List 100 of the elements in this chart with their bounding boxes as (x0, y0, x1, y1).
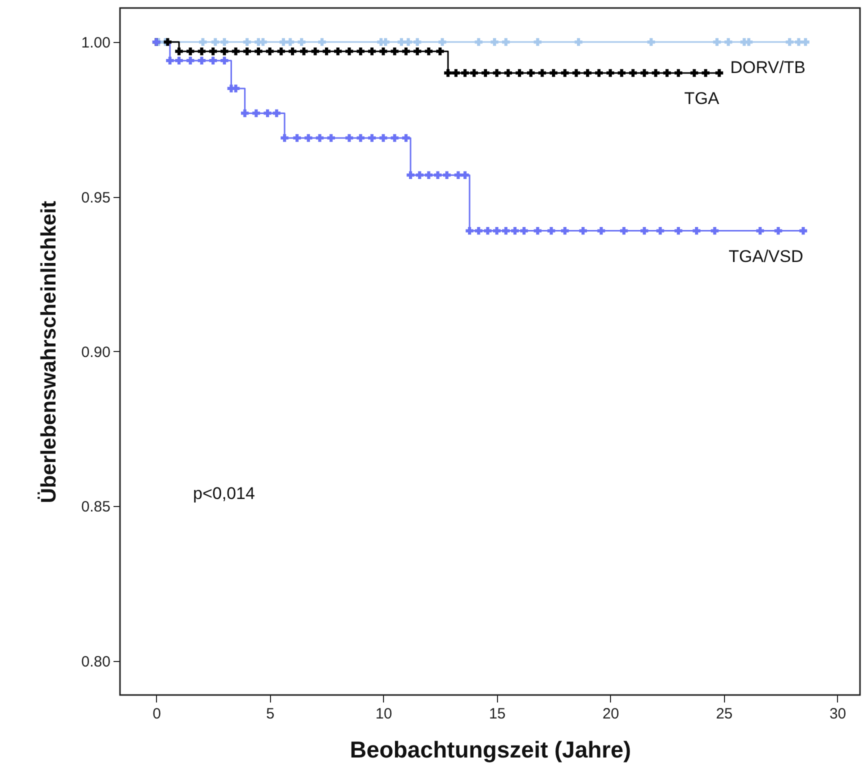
point (286, 38, 294, 46)
point (461, 69, 469, 77)
point (211, 38, 220, 46)
point (209, 56, 217, 64)
point (756, 226, 764, 235)
point (220, 38, 228, 46)
point (164, 38, 172, 46)
point (715, 69, 724, 77)
point (379, 134, 388, 142)
point (474, 226, 483, 235)
point (492, 226, 501, 235)
x-axis-title: Beobachtungszeit (Jahre) (350, 736, 632, 762)
point (534, 38, 542, 46)
point (443, 171, 451, 179)
point (264, 109, 272, 118)
annotation: p<0,014 (193, 484, 255, 503)
point (322, 47, 330, 56)
point (311, 47, 320, 56)
point (466, 226, 474, 235)
point (470, 69, 478, 77)
point (520, 226, 528, 235)
point (198, 56, 206, 64)
point (620, 226, 628, 235)
x-tick-label: 20 (602, 706, 620, 722)
point (794, 38, 803, 46)
point (444, 69, 452, 77)
point (502, 226, 510, 235)
point (368, 134, 376, 142)
point (629, 69, 637, 77)
point (252, 109, 260, 118)
point (538, 69, 546, 77)
point (595, 69, 603, 77)
point (461, 171, 469, 179)
point (220, 56, 228, 64)
x-tick-label: 30 (829, 706, 846, 722)
series-label: DORV/TB (730, 58, 806, 78)
point (692, 226, 700, 235)
point (547, 226, 556, 235)
series-label: TGA/VSD (728, 246, 804, 266)
point (220, 47, 228, 56)
y-tick-label: 0.95 (81, 189, 110, 206)
point (438, 38, 446, 46)
point (277, 47, 286, 56)
point (280, 38, 288, 46)
point (272, 109, 280, 118)
point (406, 171, 414, 179)
y-tick-label: 0.80 (81, 653, 110, 670)
point (550, 69, 558, 77)
x-tick-label: 10 (375, 706, 392, 722)
point (690, 69, 698, 77)
point (640, 69, 648, 77)
point (424, 47, 433, 56)
point (402, 134, 410, 142)
point (526, 69, 535, 77)
point (345, 47, 354, 56)
point (232, 47, 240, 56)
point (413, 38, 422, 46)
point (786, 38, 794, 46)
point (561, 226, 569, 235)
point (606, 69, 614, 77)
y-tick-label: 0.85 (81, 498, 110, 516)
point (390, 47, 399, 56)
point (504, 69, 512, 77)
point (298, 38, 306, 46)
point (280, 134, 288, 142)
point (674, 226, 682, 235)
point (572, 69, 580, 77)
x-tick-label: 15 (488, 706, 506, 722)
point (484, 226, 492, 235)
point (492, 69, 501, 77)
x-tick-label: 0 (152, 706, 161, 722)
point (293, 134, 301, 142)
point (175, 56, 183, 64)
point (724, 38, 732, 46)
point (656, 226, 664, 235)
y-tick-label: 1.00 (81, 34, 110, 52)
point (640, 226, 648, 235)
point (288, 47, 296, 56)
point (436, 47, 444, 56)
point (243, 47, 251, 56)
point (334, 47, 342, 56)
point (674, 69, 682, 77)
point (574, 38, 582, 46)
point (232, 84, 240, 92)
point (647, 38, 656, 46)
point (702, 69, 710, 77)
point (413, 47, 422, 56)
y-axis-title: Überlebenswahrscheinlichkeit (37, 200, 60, 504)
point (474, 38, 483, 46)
point (561, 69, 569, 77)
point (382, 38, 390, 46)
point (198, 38, 207, 46)
point (198, 47, 206, 56)
point (713, 38, 721, 46)
point (597, 226, 606, 235)
x-tick-label: 5 (266, 706, 274, 722)
point (534, 226, 542, 235)
point (482, 69, 490, 77)
point (186, 56, 194, 64)
point (416, 171, 424, 179)
